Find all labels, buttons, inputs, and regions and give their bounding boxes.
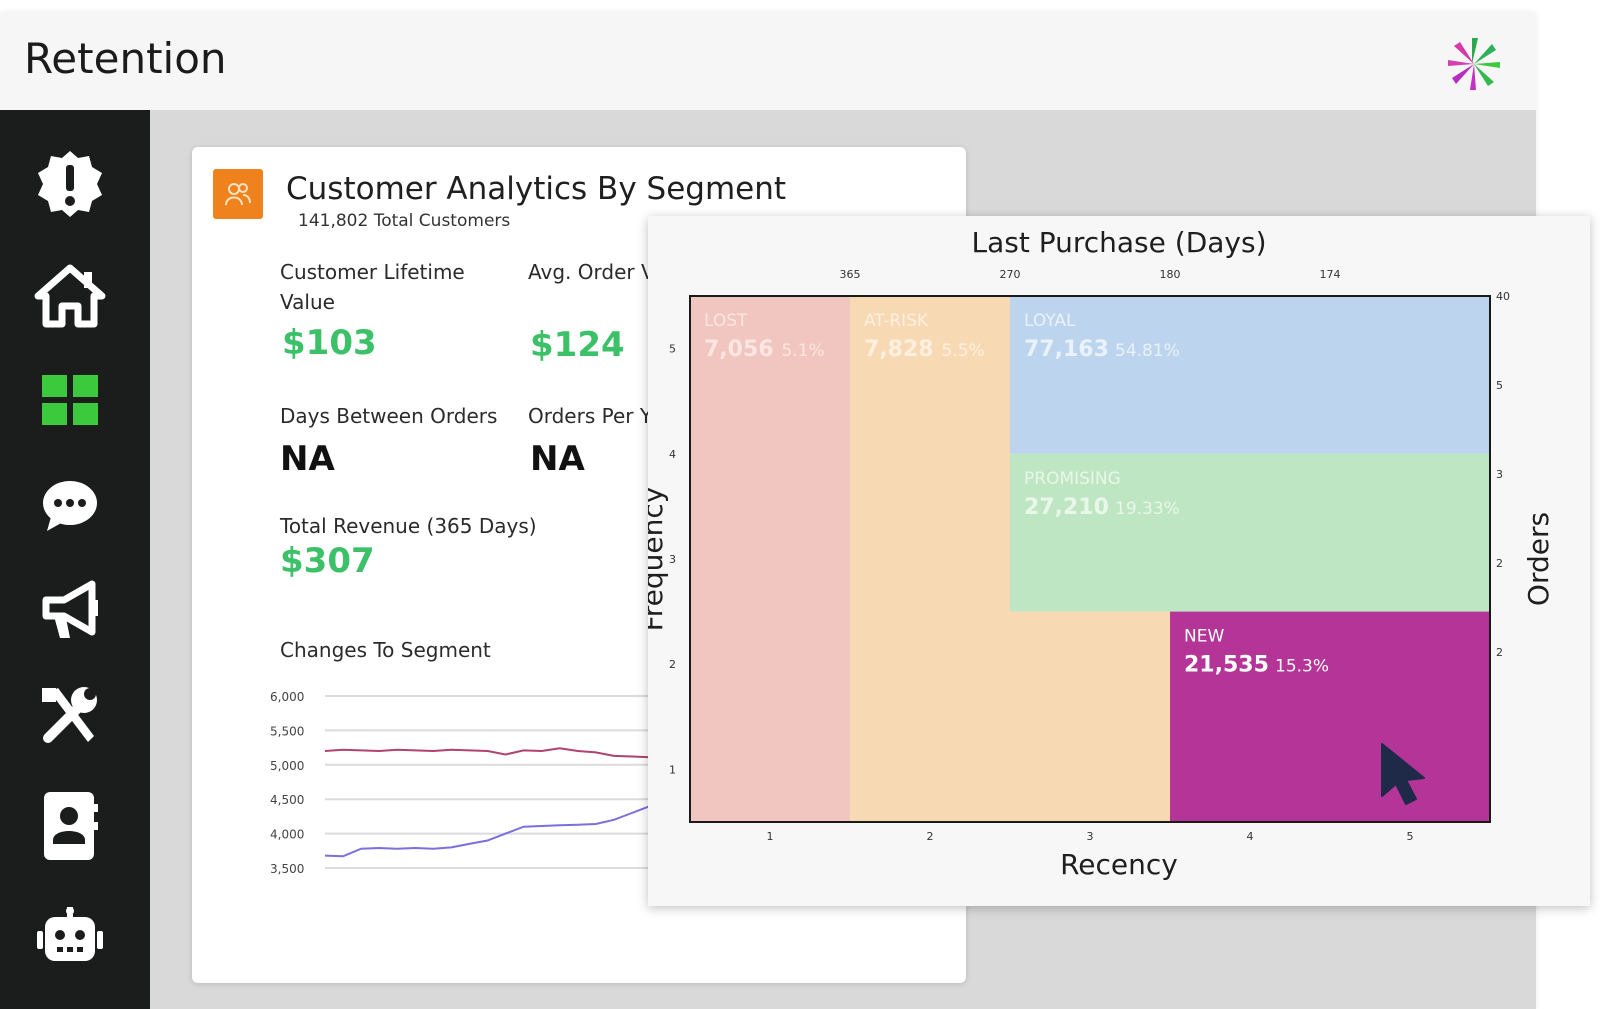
mini-chart-y-tick: 4,500 [270, 793, 304, 807]
segment-loyal-name: LOYAL [1024, 311, 1076, 331]
mini-chart-series-1-line [324, 747, 650, 759]
sidebar-item-automation[interactable] [34, 900, 106, 972]
right-tick-label: 2 [1496, 646, 1503, 659]
top-tick-label: 365 [840, 268, 861, 281]
rfm-chart-panel: LOST 7,056 5.1% AT-RISK 7,828 5.5% LOYAL 77,163… [648, 216, 1590, 906]
top-tick-label: 270 [1000, 268, 1021, 281]
mini-chart-y-tick: 5,000 [270, 759, 304, 773]
sidebar-item-alerts[interactable] [34, 148, 106, 220]
sidebar-item-tools[interactable] [34, 680, 106, 752]
mini-chart-y-tick: 5,500 [270, 724, 304, 738]
right-tick-label: 3 [1496, 468, 1503, 481]
orders-per-year-label: Orders Per Y [528, 404, 653, 428]
days-between-orders-label: Days Between Orders [280, 404, 498, 428]
page-title: Retention [24, 34, 227, 83]
clv-label: Customer Lifetime Value [280, 260, 465, 314]
segment-changes-chart: 6,000 5,500 5,000 4,500 4,000 3,500 [270, 690, 650, 876]
mini-chart-y-tick: 3,500 [270, 862, 304, 876]
x-tick-label: 3 [1087, 830, 1094, 843]
mouse-cursor-icon [1381, 743, 1425, 805]
sidebar-item-campaigns[interactable] [34, 574, 106, 646]
y-tick-label: 2 [669, 658, 676, 671]
y2-axis-label: Orders [1522, 512, 1555, 606]
megaphone-icon [42, 580, 98, 638]
total-revenue-label: Total Revenue (365 Days) [280, 514, 537, 538]
sidebar-item-dashboard[interactable] [34, 364, 106, 436]
y-axis-label: Frequency [648, 487, 669, 632]
sidebar-item-contacts[interactable] [34, 790, 106, 862]
y-tick-label: 3 [669, 553, 676, 566]
y-tick-label: 4 [669, 448, 676, 461]
top-tick-label: 180 [1160, 268, 1181, 281]
segment-new-name: NEW [1184, 627, 1224, 647]
mini-chart-series-2-line [324, 805, 650, 858]
days-between-orders-value: NA [280, 439, 335, 479]
segment-new-count: 21,535 [1184, 653, 1269, 678]
mini-chart-y-tick: 4,000 [270, 828, 304, 842]
users-icon [225, 183, 251, 206]
segment-lost-name: LOST [704, 311, 748, 331]
y-tick-label: 1 [669, 763, 676, 776]
home-icon [34, 264, 106, 328]
segment-lost-cell[interactable] [690, 296, 850, 822]
rfm-heatmap: LOST 7,056 5.1% AT-RISK 7,828 5.5% LOYAL 77,163… [648, 226, 1555, 881]
changes-to-segment-title: Changes To Segment [280, 638, 491, 662]
alert-badge-icon [38, 151, 102, 217]
segment-new-pct: 15.3% [1275, 657, 1329, 677]
total-revenue-value: $307 [280, 541, 375, 581]
tools-icon [42, 687, 97, 743]
right-tick-label: 5 [1496, 379, 1503, 392]
chart-title: Last Purchase (Days) [972, 226, 1267, 259]
segment-promising-count: 27,210 [1024, 495, 1109, 520]
x-axis-label: Recency [1060, 848, 1178, 881]
segment-promising-cell[interactable] [1010, 453, 1490, 612]
pinwheel-logo[interactable] [1442, 32, 1506, 96]
mini-chart-y-tick: 6,000 [270, 690, 304, 704]
segment-loyal-pct: 54.81% [1115, 341, 1180, 361]
segment-lost-count: 7,056 [704, 337, 774, 362]
x-tick-label: 5 [1407, 830, 1414, 843]
x-tick-label: 1 [767, 830, 774, 843]
segment-loyal-count: 77,163 [1024, 337, 1109, 362]
right-tick-label: 2 [1496, 557, 1503, 570]
aov-value: $124 [530, 325, 625, 365]
top-tick-label: 174 [1320, 268, 1341, 281]
segment-badge [213, 169, 263, 219]
plot-frame [689, 295, 1491, 823]
x-tick-label: 4 [1247, 830, 1254, 843]
chat-bubble-icon [43, 481, 97, 531]
segment-new-cell[interactable] [1170, 611, 1490, 822]
total-customers: 141,802 Total Customers [298, 211, 511, 231]
segment-at-risk-extension-cell[interactable] [1010, 611, 1170, 822]
segment-at-risk-pct: 5.5% [942, 341, 985, 361]
app-header: Retention [0, 12, 1536, 110]
segment-loyal-cell[interactable] [1010, 296, 1490, 454]
aov-label: Avg. Order V [528, 260, 655, 284]
segment-lost-pct: 5.1% [782, 341, 825, 361]
sidebar-item-messages[interactable] [34, 470, 106, 542]
segment-promising-pct: 19.33% [1115, 499, 1180, 519]
orders-per-year-value: NA [530, 439, 585, 479]
segment-at-risk-count: 7,828 [864, 337, 934, 362]
robot-icon [37, 907, 103, 961]
card-title: Customer Analytics By Segment [286, 171, 787, 207]
segment-at-risk-cell[interactable] [850, 296, 1010, 822]
sidebar [0, 110, 150, 1009]
clv-value: $103 [282, 323, 377, 363]
y-tick-label: 5 [669, 343, 676, 356]
contact-book-icon [44, 792, 98, 860]
right-tick-label: 40 [1496, 290, 1510, 303]
sidebar-item-home[interactable] [34, 260, 106, 332]
segment-at-risk-name: AT-RISK [864, 311, 929, 331]
segment-promising-name: PROMISING [1024, 469, 1121, 489]
x-tick-label: 2 [927, 830, 934, 843]
dashboard-grid-icon [42, 375, 98, 425]
